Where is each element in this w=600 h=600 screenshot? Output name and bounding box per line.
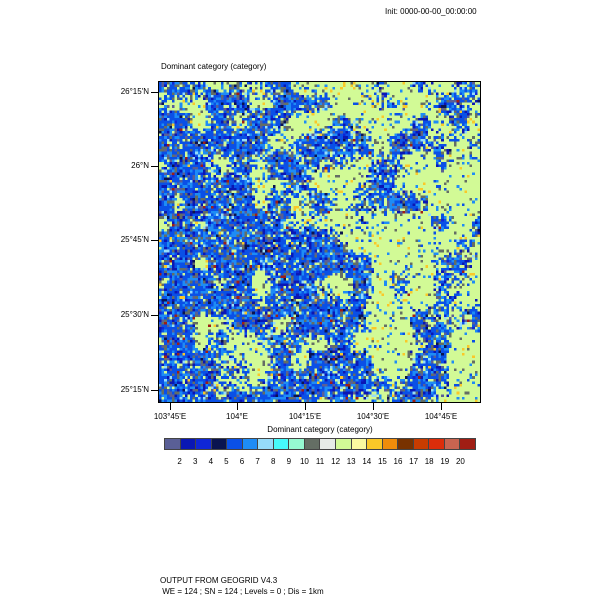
- colorbar-label: 7: [255, 457, 260, 466]
- colorbar-box: [444, 439, 461, 449]
- lat-label: 26°N: [131, 161, 149, 170]
- lon-tick: [441, 403, 442, 410]
- colorbar-box: [211, 439, 228, 449]
- colorbar-label: 12: [331, 457, 341, 466]
- colorbar-label: 18: [424, 457, 434, 466]
- lon-label: 104°45'E: [424, 412, 458, 421]
- lon-label: 103°45'E: [153, 412, 187, 421]
- lat-tick: [151, 240, 158, 241]
- colorbar-label: 15: [377, 457, 387, 466]
- colorbar-box: [289, 439, 305, 449]
- colorbar-box: [180, 439, 197, 449]
- lat-label: 25°30'N: [120, 310, 149, 319]
- colorbar-box: [367, 439, 383, 449]
- colorbar-label: 20: [455, 457, 465, 466]
- lat-tick: [151, 315, 158, 316]
- lat-label: 25°45'N: [120, 235, 149, 244]
- colorbar-label: 16: [393, 457, 403, 466]
- colorbar-box: [165, 439, 181, 449]
- lat-label: 26°15'N: [120, 87, 149, 96]
- lat-label: 25°15'N: [120, 385, 149, 394]
- footer-line1: OUTPUT FROM GEOGRID V4.3: [160, 576, 278, 585]
- colorbar-label: 3: [192, 457, 198, 466]
- colorbar-box: [460, 439, 475, 449]
- colorbar-box: [320, 439, 337, 449]
- colorbar-box: [429, 439, 445, 449]
- colorbar: [164, 438, 476, 450]
- lon-tick: [237, 403, 238, 410]
- colorbar-box: [336, 439, 352, 449]
- lon-label: 104°E: [226, 412, 248, 421]
- colorbar-box: [382, 439, 399, 449]
- lon-label: 104°15'E: [288, 412, 322, 421]
- colorbar-box: [196, 439, 212, 449]
- init-time: Init: 0000-00-00_00:00:00: [385, 7, 477, 16]
- colorbar-box: [351, 439, 368, 449]
- colorbar-label: 14: [362, 457, 372, 466]
- colorbar-box: [242, 439, 259, 449]
- colorbar-box: [304, 439, 321, 449]
- lat-tick: [151, 166, 158, 167]
- colorbar-box: [398, 439, 414, 449]
- colorbar-box: [227, 439, 243, 449]
- colorbar-label: 2: [177, 457, 182, 466]
- lat-tick: [151, 92, 158, 93]
- dominant-category-map: [158, 81, 481, 403]
- footer-line2: WE = 124 ; SN = 124 ; Levels = 0 ; Dis =…: [160, 587, 324, 596]
- colorbar-label: 6: [239, 457, 245, 466]
- colorbar-label: 9: [286, 457, 292, 466]
- colorbar-box: [258, 439, 274, 449]
- lat-tick: [151, 390, 158, 391]
- lon-tick: [305, 403, 306, 410]
- colorbar-label: 11: [315, 457, 325, 466]
- colorbar-label: 5: [224, 457, 229, 466]
- colorbar-label: 8: [270, 457, 276, 466]
- lon-label: 104°30'E: [356, 412, 390, 421]
- colorbar-title: Dominant category (category): [267, 425, 373, 434]
- colorbar-label: 10: [299, 457, 309, 466]
- colorbar-box: [273, 439, 290, 449]
- colorbar-label: 4: [208, 457, 214, 466]
- colorbar-box: [413, 439, 430, 449]
- colorbar-label: 19: [440, 457, 450, 466]
- plot-title: Dominant category (category): [161, 62, 267, 71]
- lon-tick: [170, 403, 171, 410]
- lon-tick: [373, 403, 374, 410]
- colorbar-label: 13: [346, 457, 356, 466]
- colorbar-label: 17: [409, 457, 419, 466]
